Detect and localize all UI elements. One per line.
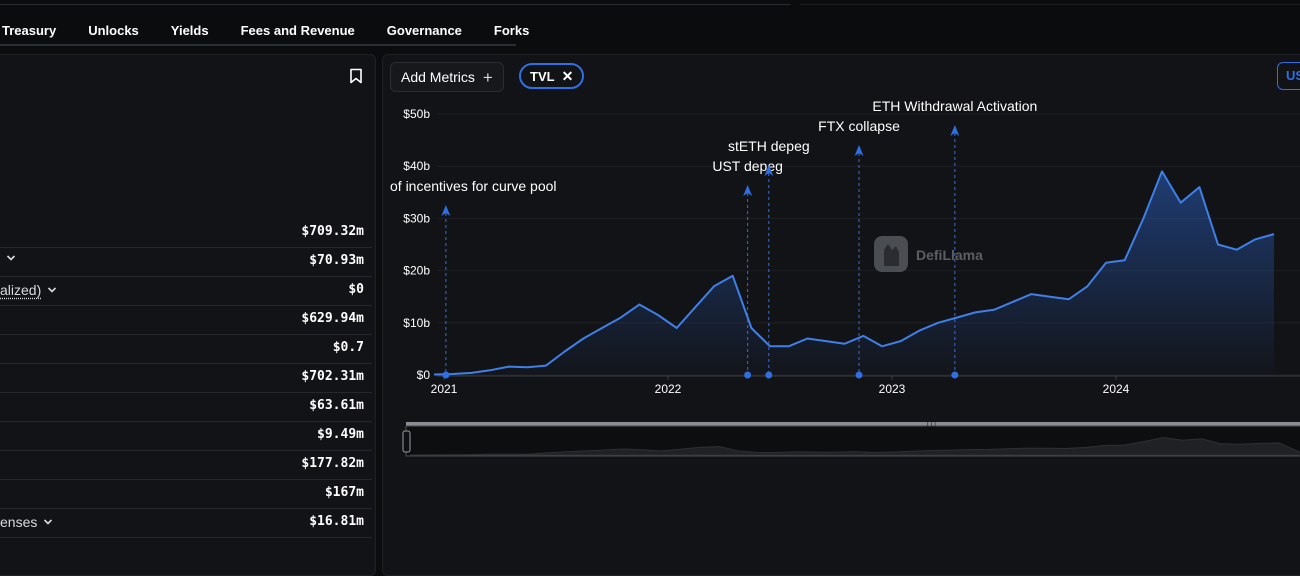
annotation-marker[interactable] <box>951 372 958 379</box>
annotation-marker[interactable] <box>442 372 449 379</box>
x-tick-label: 2023 <box>879 382 906 396</box>
annotation-marker[interactable] <box>744 372 751 379</box>
annotation-marker[interactable] <box>856 372 863 379</box>
range-slider-track <box>406 422 1300 426</box>
y-tick-label: $30b <box>403 211 430 225</box>
y-tick-label: $10b <box>403 316 430 330</box>
annotation-label: UST depeg <box>712 158 783 174</box>
annotation-marker[interactable] <box>765 372 772 379</box>
range-slider-left-handle[interactable] <box>403 431 410 452</box>
tvl-area <box>434 171 1274 375</box>
event-annotation[interactable]: of incentives for curve pool <box>390 178 557 379</box>
x-tick-label: 2022 <box>655 382 682 396</box>
grip-icon[interactable]: ||| <box>926 422 937 429</box>
tvl-series <box>434 171 1274 375</box>
y-tick-label: $50b <box>403 107 430 121</box>
x-tick-label: 2024 <box>1103 382 1130 396</box>
watermark-text: DefiLlama <box>916 247 983 263</box>
x-tick-label: 2021 <box>431 382 458 396</box>
y-tick-label: $20b <box>403 264 430 278</box>
annotation-label: ETH Withdrawal Activation <box>872 98 1037 114</box>
annotation-label: stETH depeg <box>728 138 810 154</box>
defillama-watermark: DefiLlama <box>874 236 983 272</box>
y-tick-label: $0 <box>417 368 431 382</box>
x-axis: 2021 2022 2023 2024 <box>431 376 1130 396</box>
y-axis: $0 $10b $20b $30b $40b $50b <box>403 107 430 382</box>
annotation-label: FTX collapse <box>818 118 900 134</box>
y-tick-label: $40b <box>403 159 430 173</box>
annotation-label: of incentives for curve pool <box>390 178 557 194</box>
range-slider[interactable]: ||| <box>403 422 1300 456</box>
